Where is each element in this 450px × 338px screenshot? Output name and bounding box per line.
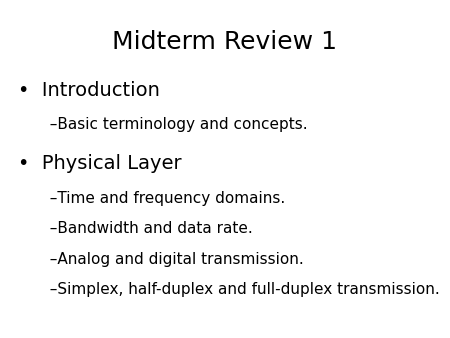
Text: –Simplex, half-duplex and full-duplex transmission.: –Simplex, half-duplex and full-duplex tr… [40, 282, 440, 297]
Text: –Basic terminology and concepts.: –Basic terminology and concepts. [40, 117, 308, 131]
Text: –Bandwidth and data rate.: –Bandwidth and data rate. [40, 221, 253, 236]
Text: –Analog and digital transmission.: –Analog and digital transmission. [40, 252, 304, 267]
Text: Midterm Review 1: Midterm Review 1 [112, 30, 338, 54]
Text: –Time and frequency domains.: –Time and frequency domains. [40, 191, 286, 206]
Text: •  Introduction: • Introduction [18, 81, 160, 100]
Text: •  Physical Layer: • Physical Layer [18, 154, 182, 173]
